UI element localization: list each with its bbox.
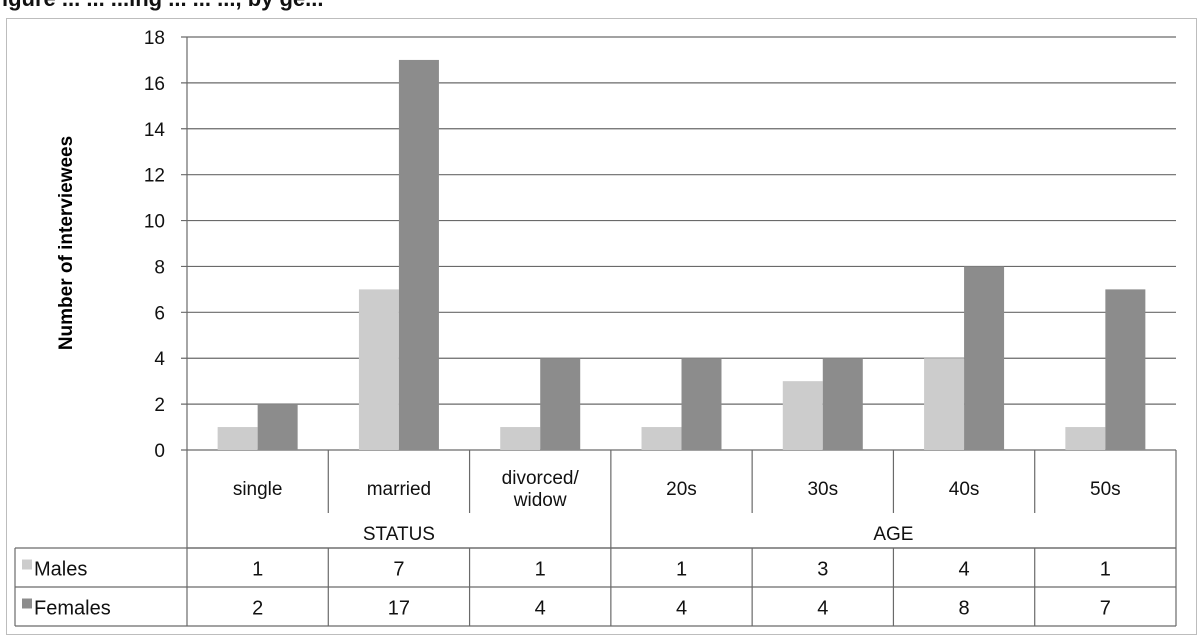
legend-key-females <box>22 598 32 609</box>
y-tick-label: 14 <box>144 120 166 141</box>
y-tick-label: 16 <box>144 74 165 95</box>
table-value: 2 <box>252 598 263 620</box>
category-label: 30s <box>807 479 838 500</box>
y-tick-label: 6 <box>154 303 165 324</box>
table-value: 3 <box>817 559 828 581</box>
y-tick-label: 8 <box>154 257 165 278</box>
bar-males-1 <box>358 289 399 450</box>
table-value: 1 <box>1100 559 1111 581</box>
category-label: divorced/ <box>502 468 580 489</box>
table-value: 4 <box>676 598 687 620</box>
y-tick-label: 18 <box>144 28 165 49</box>
table-value: 1 <box>252 559 263 581</box>
table-value: 8 <box>959 598 970 620</box>
legend-key-males <box>22 559 32 570</box>
y-tick-label: 0 <box>154 441 165 462</box>
table-value: 1 <box>676 559 687 581</box>
bar-females-6 <box>1105 289 1146 450</box>
bar-females-2 <box>540 358 581 450</box>
category-label: 20s <box>666 479 697 500</box>
legend-label-males: Males <box>34 559 87 581</box>
bar-males-4 <box>782 381 823 450</box>
y-axis: Number of interviewees 0 2 4 6 8 10 12 14 16 18 <box>56 28 188 626</box>
category-axis: single married divorced/widow 20s 30s 40s 50s S… <box>187 450 1177 626</box>
y-tick-label: 2 <box>154 395 165 416</box>
y-tick-label: 4 <box>154 349 165 370</box>
table-value: 7 <box>1100 598 1111 620</box>
bar-females-1 <box>398 59 439 450</box>
bar-males-5 <box>924 358 965 450</box>
bar-females-0 <box>257 404 298 450</box>
bars <box>217 59 1146 450</box>
chart-frame <box>6 18 1197 635</box>
bar-females-4 <box>822 358 863 450</box>
category-label: 40s <box>949 479 980 500</box>
category-label: married <box>367 479 431 500</box>
y-tick-label: 10 <box>144 212 165 233</box>
bar-females-5 <box>964 266 1005 450</box>
table-value: 17 <box>388 598 410 620</box>
category-label: single <box>233 479 283 500</box>
table-value: 4 <box>817 598 828 620</box>
chart-title: igure ... ... ...ing ... ... ..., by ge.… <box>2 0 324 12</box>
bar-females-3 <box>681 358 722 450</box>
table-value: 4 <box>959 559 970 581</box>
bar-males-3 <box>641 427 682 450</box>
group-label: STATUS <box>363 524 435 545</box>
y-axis-label: Number of interviewees <box>56 136 77 350</box>
y-tick-label: 12 <box>144 166 165 187</box>
bar-males-6 <box>1065 427 1106 450</box>
bar-males-0 <box>217 427 258 450</box>
gridlines <box>181 36 1176 451</box>
table-value: 4 <box>535 598 546 620</box>
category-label: widow <box>513 490 567 511</box>
bar-males-2 <box>500 427 541 450</box>
legend-label-females: Females <box>34 598 111 620</box>
category-label: 50s <box>1090 479 1121 500</box>
group-label: AGE <box>873 524 913 545</box>
table-value: 7 <box>393 559 404 581</box>
table-value: 1 <box>535 559 546 581</box>
